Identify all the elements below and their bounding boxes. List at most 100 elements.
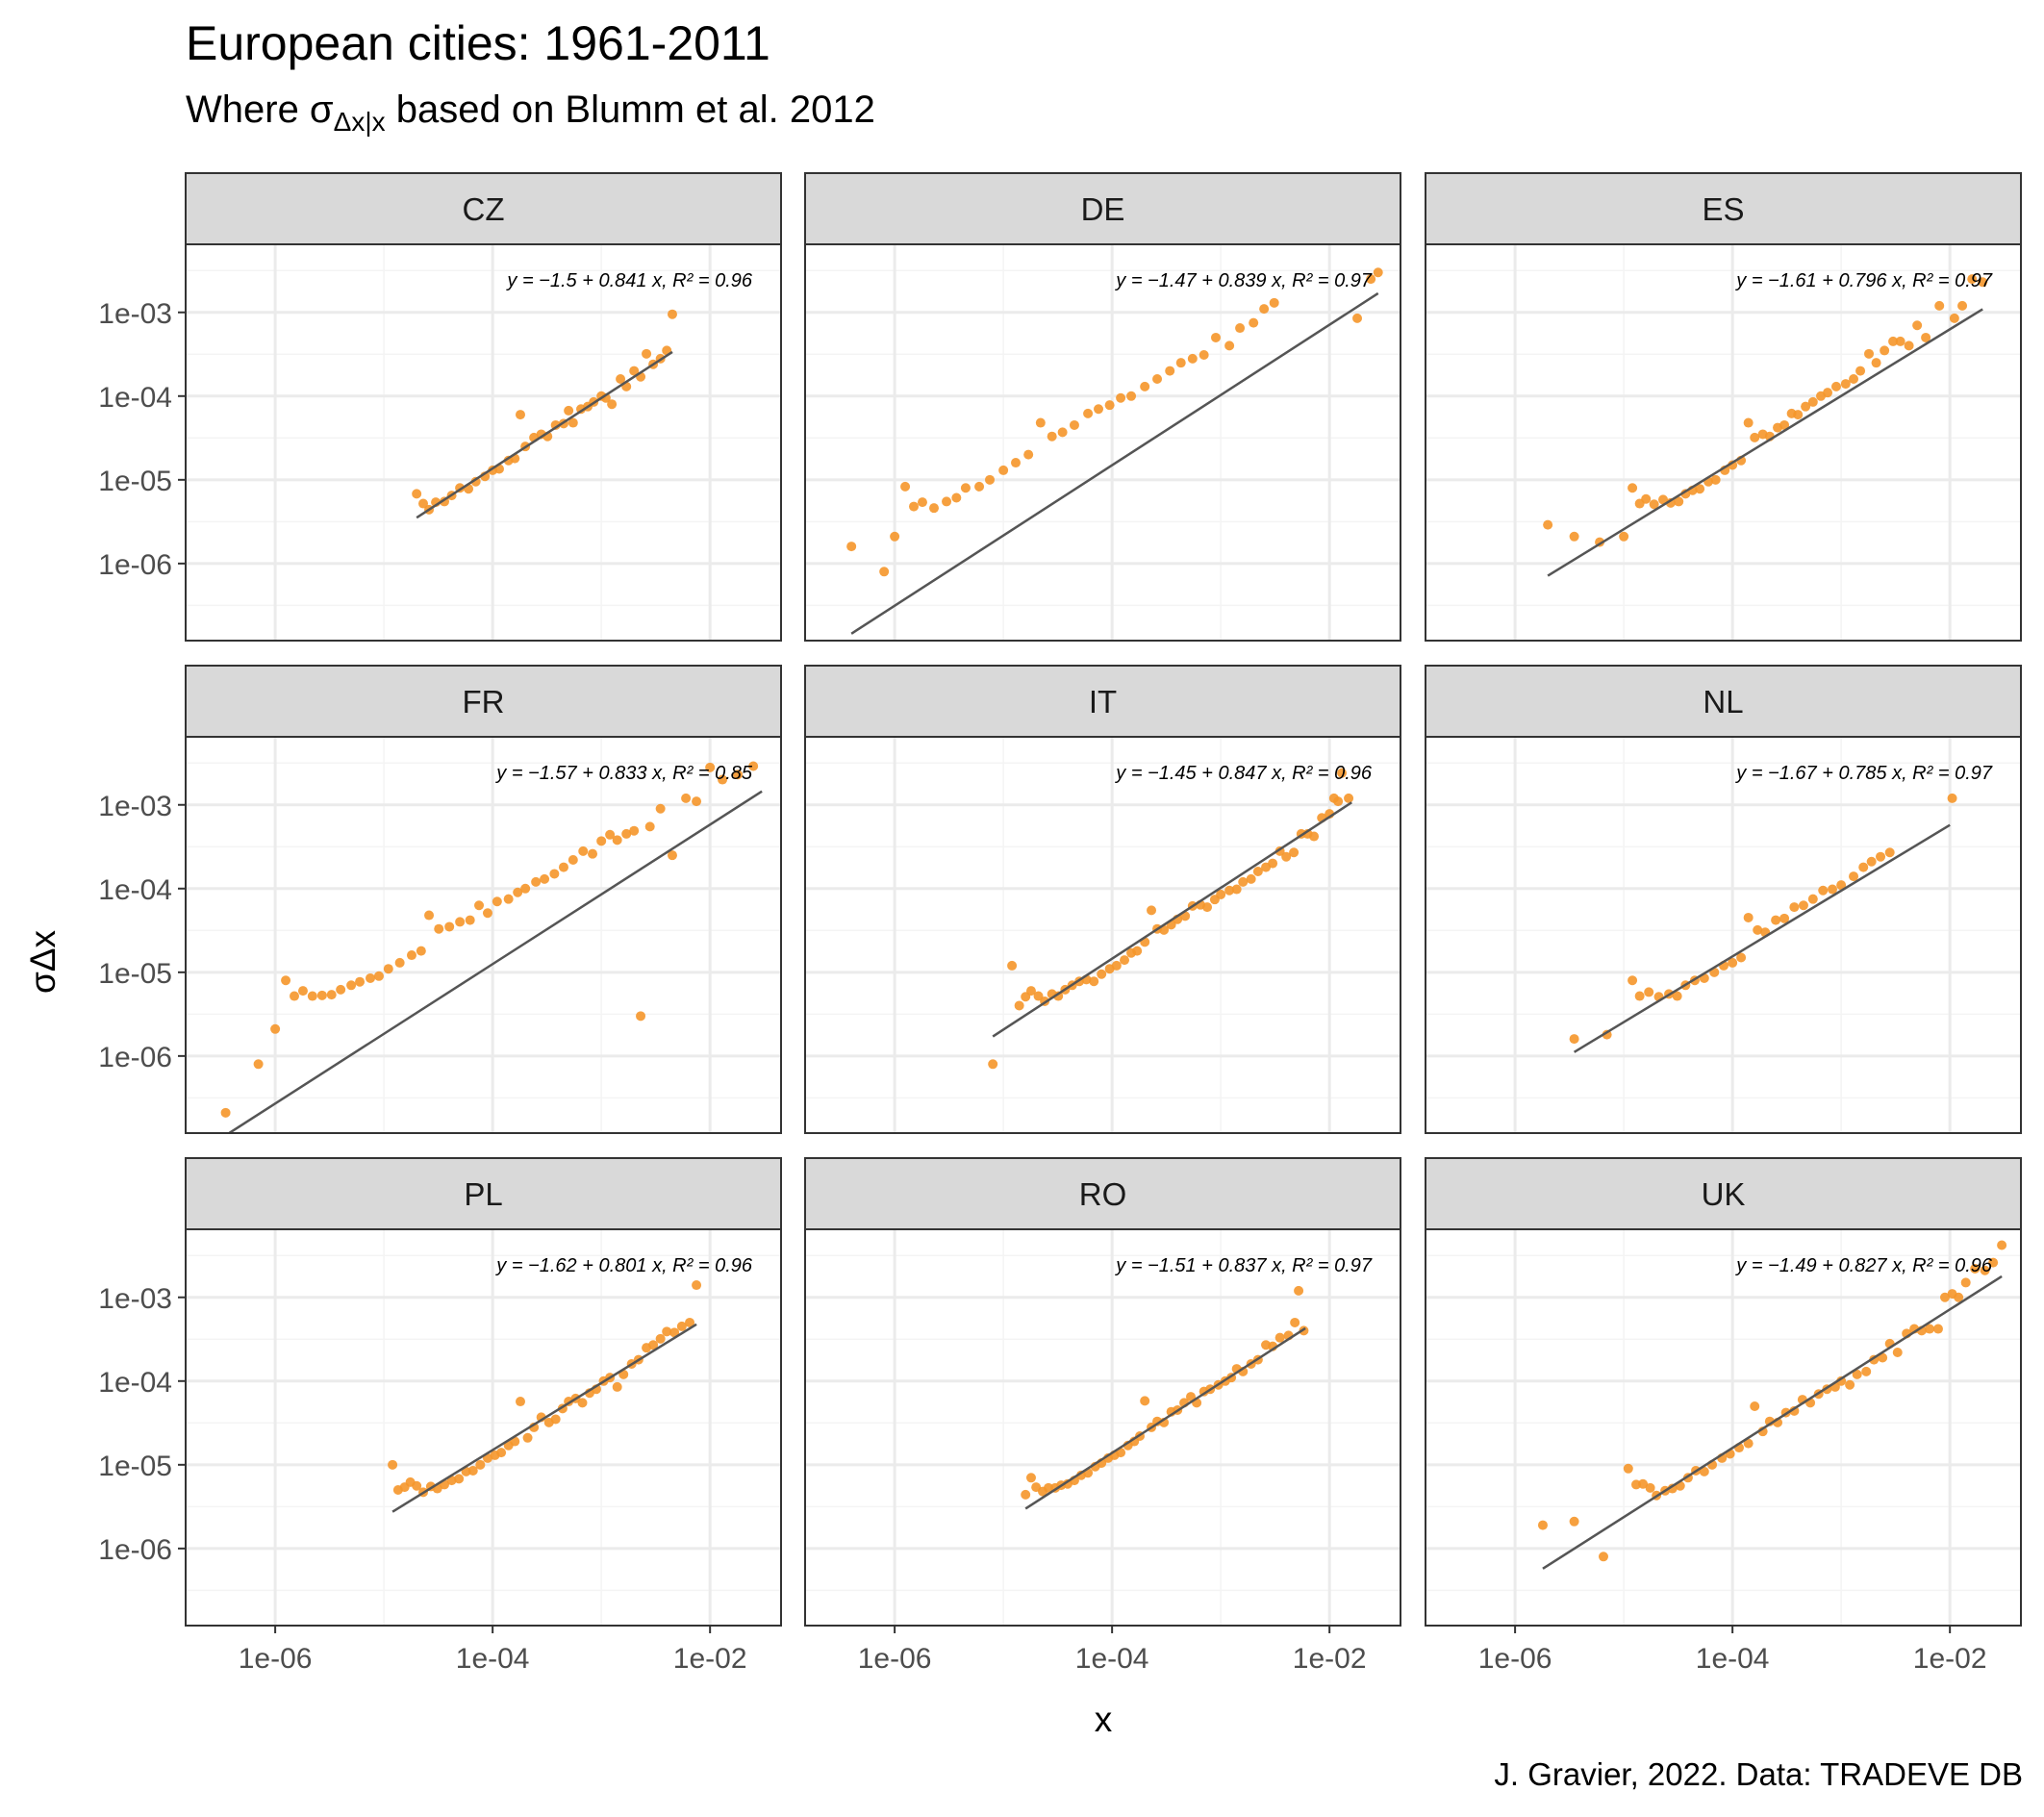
data-point <box>1281 851 1292 862</box>
data-point <box>705 762 716 772</box>
data-point <box>1645 1482 1655 1493</box>
data-point <box>1880 345 1890 356</box>
data-point <box>644 821 655 832</box>
data-point <box>1895 336 1905 346</box>
panel-data <box>388 1280 702 1513</box>
data-point <box>846 542 857 552</box>
y-tick-label: 1e-03 <box>98 298 172 330</box>
data-point <box>1921 332 1931 342</box>
data-point <box>1818 885 1829 896</box>
panel-background <box>186 737 781 1133</box>
data-point <box>1224 885 1235 896</box>
data-point <box>1186 1392 1197 1402</box>
data-point <box>1569 1516 1579 1527</box>
data-point <box>577 1398 588 1408</box>
data-point <box>942 496 952 507</box>
data-point <box>1216 889 1226 899</box>
data-point <box>1728 957 1738 968</box>
data-point <box>1274 1332 1285 1343</box>
data-point <box>467 1465 478 1476</box>
regression-line <box>1547 308 1983 577</box>
data-point <box>642 348 652 359</box>
data-point <box>1175 358 1186 368</box>
data-point <box>1997 1240 2007 1250</box>
data-point <box>1892 1347 1903 1357</box>
data-point <box>1199 350 1209 361</box>
data-point <box>465 915 475 925</box>
data-point <box>1569 531 1579 542</box>
data-point <box>531 876 542 887</box>
subtitle-subscript: Δx|x <box>333 107 386 137</box>
data-point <box>985 474 996 485</box>
panel-background <box>186 1229 781 1626</box>
data-point <box>1807 894 1818 904</box>
panel-data <box>412 309 677 519</box>
data-point <box>1337 768 1348 778</box>
x-tick-label: 1e-06 <box>858 1643 932 1675</box>
data-point <box>492 896 502 907</box>
data-point <box>1035 417 1046 428</box>
facet-strip <box>1425 665 2022 738</box>
data-point <box>612 1381 622 1392</box>
data-point <box>1269 297 1279 308</box>
data-point <box>412 1480 422 1491</box>
y-tick-label: 1e-04 <box>98 874 172 906</box>
data-point <box>1290 1317 1300 1327</box>
facet-strip-label: CZ <box>463 191 505 227</box>
data-point <box>1855 366 1866 376</box>
data-point <box>662 1326 672 1337</box>
facet-strip <box>185 665 782 738</box>
data-point <box>522 1432 533 1443</box>
panel-data <box>846 267 1383 635</box>
data-point <box>1876 851 1886 862</box>
data-point <box>621 828 632 839</box>
data-point <box>1628 975 1638 986</box>
data-point <box>1638 1478 1649 1489</box>
data-point <box>1750 432 1760 442</box>
panel-border <box>1425 1228 2022 1627</box>
data-point <box>1878 1352 1888 1363</box>
data-point <box>1309 831 1320 842</box>
data-point <box>1238 876 1249 887</box>
data-point <box>1753 924 1763 935</box>
data-point <box>748 761 759 771</box>
data-point <box>1140 1396 1150 1406</box>
data-point <box>220 1107 231 1118</box>
data-point <box>326 990 337 1000</box>
data-point <box>1246 873 1256 884</box>
panel-data <box>1543 274 1988 577</box>
facet-panel-es: ES y = −1.61 + 0.796 x, R² = 0.97 <box>1425 172 2022 642</box>
data-point <box>1743 417 1754 428</box>
data-point <box>1224 341 1235 351</box>
data-point <box>692 796 702 807</box>
data-point <box>909 501 920 512</box>
regression-equation: y = −1.45 + 0.847 x, R² = 0.96 <box>1114 763 1373 784</box>
data-point <box>1912 320 1923 331</box>
data-point <box>951 492 962 503</box>
data-point <box>596 836 607 846</box>
grid-lines <box>1426 1229 2021 1626</box>
data-point <box>412 489 422 499</box>
data-point <box>1771 915 1781 925</box>
data-point <box>1830 381 1841 391</box>
data-point <box>1152 374 1163 385</box>
data-point <box>1849 374 1859 385</box>
data-point <box>1628 483 1638 493</box>
data-point <box>1268 858 1278 869</box>
data-point <box>1025 986 1036 997</box>
regression-line <box>391 1323 697 1513</box>
data-point <box>1658 494 1669 505</box>
data-point <box>900 481 911 492</box>
data-point <box>550 1414 561 1425</box>
data-point <box>1083 408 1094 418</box>
data-point <box>1980 1265 1990 1275</box>
x-tick-label: 1e-04 <box>1696 1643 1770 1675</box>
data-point <box>1165 366 1175 376</box>
grid-lines <box>805 244 1401 641</box>
data-point <box>1044 1482 1054 1493</box>
facet-panel-pl: PL y = −1.62 + 0.801 x, R² = 0.96 1e-06 1e-… <box>98 1157 782 1675</box>
regression-line <box>1542 1274 2003 1570</box>
data-point <box>1743 1438 1754 1449</box>
subtitle-suffix: based on Blumm et al. 2012 <box>385 88 875 131</box>
